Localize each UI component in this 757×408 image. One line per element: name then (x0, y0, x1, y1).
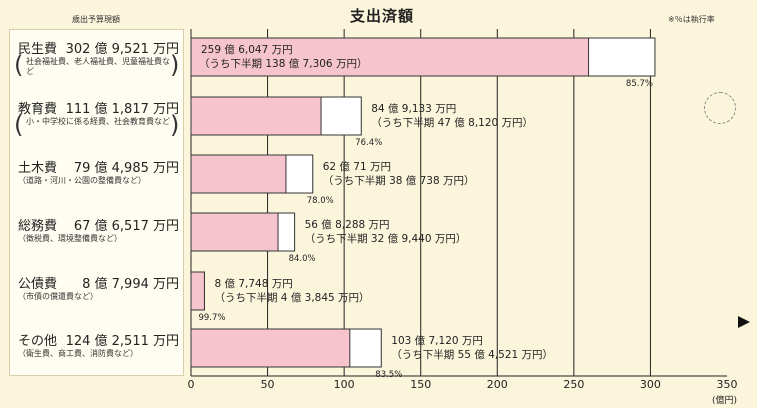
x-tick-label: 0 (188, 378, 195, 391)
x-tick-label: 100 (334, 378, 355, 391)
category-note: （市債の償還費など） (18, 292, 98, 301)
plot-area (191, 29, 727, 376)
note-bracket-right: ) (170, 51, 180, 79)
category-name: 公債費 (18, 277, 58, 292)
note-bracket-left: ( (14, 51, 24, 79)
spent-bar (190, 96, 322, 136)
spent-bar (190, 37, 590, 77)
second-half-label: （うち下半期 47 億 8,120 万円） (371, 116, 533, 129)
category-name: 民生費 (18, 42, 58, 57)
spent-amount-label: 8 億 7,748 万円 (214, 277, 292, 290)
execution-rate-label: 76.4% (355, 138, 382, 148)
category-note: 社会福祉費、老人福祉費、児童福祉費など (26, 57, 170, 76)
x-tick-label: 50 (261, 378, 275, 391)
spent-bar (190, 271, 205, 311)
x-axis-unit: (億円) (712, 396, 738, 406)
second-half-label: （うち下半期 138 億 7,306 万円） (199, 57, 367, 70)
category-name: 土木費 (18, 161, 58, 176)
dashed-circle-marker (704, 92, 736, 124)
category-budget-amount: 302 億 9,521 万円 (65, 42, 179, 57)
category-name: 総務費 (18, 219, 58, 234)
category-budget-amount: 111 億 1,817 万円 (65, 102, 179, 117)
category-note: 小・中学校に係る経費、社会教育費など (26, 117, 170, 126)
spent-amount-label: 62 億 71 万円 (323, 160, 391, 173)
execution-rate-label: 85.7% (626, 79, 653, 89)
x-tick-label: 300 (640, 378, 661, 391)
header-budget-note: 歳出予算現額 (72, 15, 120, 24)
spent-amount-label: 259 億 6,047 万円 (201, 43, 293, 56)
execution-rate-label: 78.0% (307, 196, 334, 206)
category-budget-amount: 79 億 4,985 万円 (73, 161, 179, 176)
spent-bar (190, 154, 287, 194)
note-bracket-right: ) (170, 111, 180, 139)
second-half-label: （うち下半期 4 億 3,845 万円） (214, 291, 369, 304)
spent-amount-label: 84 億 9,133 万円 (371, 102, 456, 115)
second-half-label: （うち下半期 38 億 738 万円） (323, 174, 475, 187)
category-note: （道路・河川・公園の整備費など） (18, 176, 146, 185)
x-tick-label: 200 (487, 378, 508, 391)
page-title: 支出済額 (350, 7, 415, 25)
second-half-label: （うち下半期 55 億 4,521 万円） (391, 348, 553, 361)
x-tick-label: 250 (563, 378, 584, 391)
category-panel: 民生費 302 億 9,521 万円 社会福祉費、老人福祉費、児童福祉費など() 教育… (9, 29, 184, 376)
category-note: （衛生費、商工費、消防費など） (18, 349, 138, 358)
spent-amount-label: 56 億 8,288 万円 (305, 218, 390, 231)
next-arrow-icon[interactable] (738, 316, 750, 328)
category-note: （徴税費、環境整備費など） (18, 234, 122, 243)
category-name: その他 (18, 334, 58, 349)
spent-bar (190, 328, 351, 368)
spent-bar (190, 212, 279, 252)
execution-rate-note: ※％は執行率 (668, 15, 715, 24)
category-name: 教育費 (18, 102, 58, 117)
spent-amount-label: 103 億 7,120 万円 (391, 334, 483, 347)
execution-rate-label: 99.7% (198, 313, 225, 323)
category-budget-amount: 124 億 2,511 万円 (65, 334, 179, 349)
note-bracket-left: ( (14, 111, 24, 139)
second-half-label: （うち下半期 32 億 9,440 万円） (305, 232, 467, 245)
execution-rate-label: 83.5% (375, 370, 402, 380)
x-tick-label: 350 (717, 378, 738, 391)
x-tick-label: 150 (410, 378, 431, 391)
category-budget-amount: 67 億 6,517 万円 (73, 219, 179, 234)
category-budget-amount: 8 億 7,994 万円 (82, 277, 179, 292)
execution-rate-label: 84.0% (289, 254, 316, 264)
